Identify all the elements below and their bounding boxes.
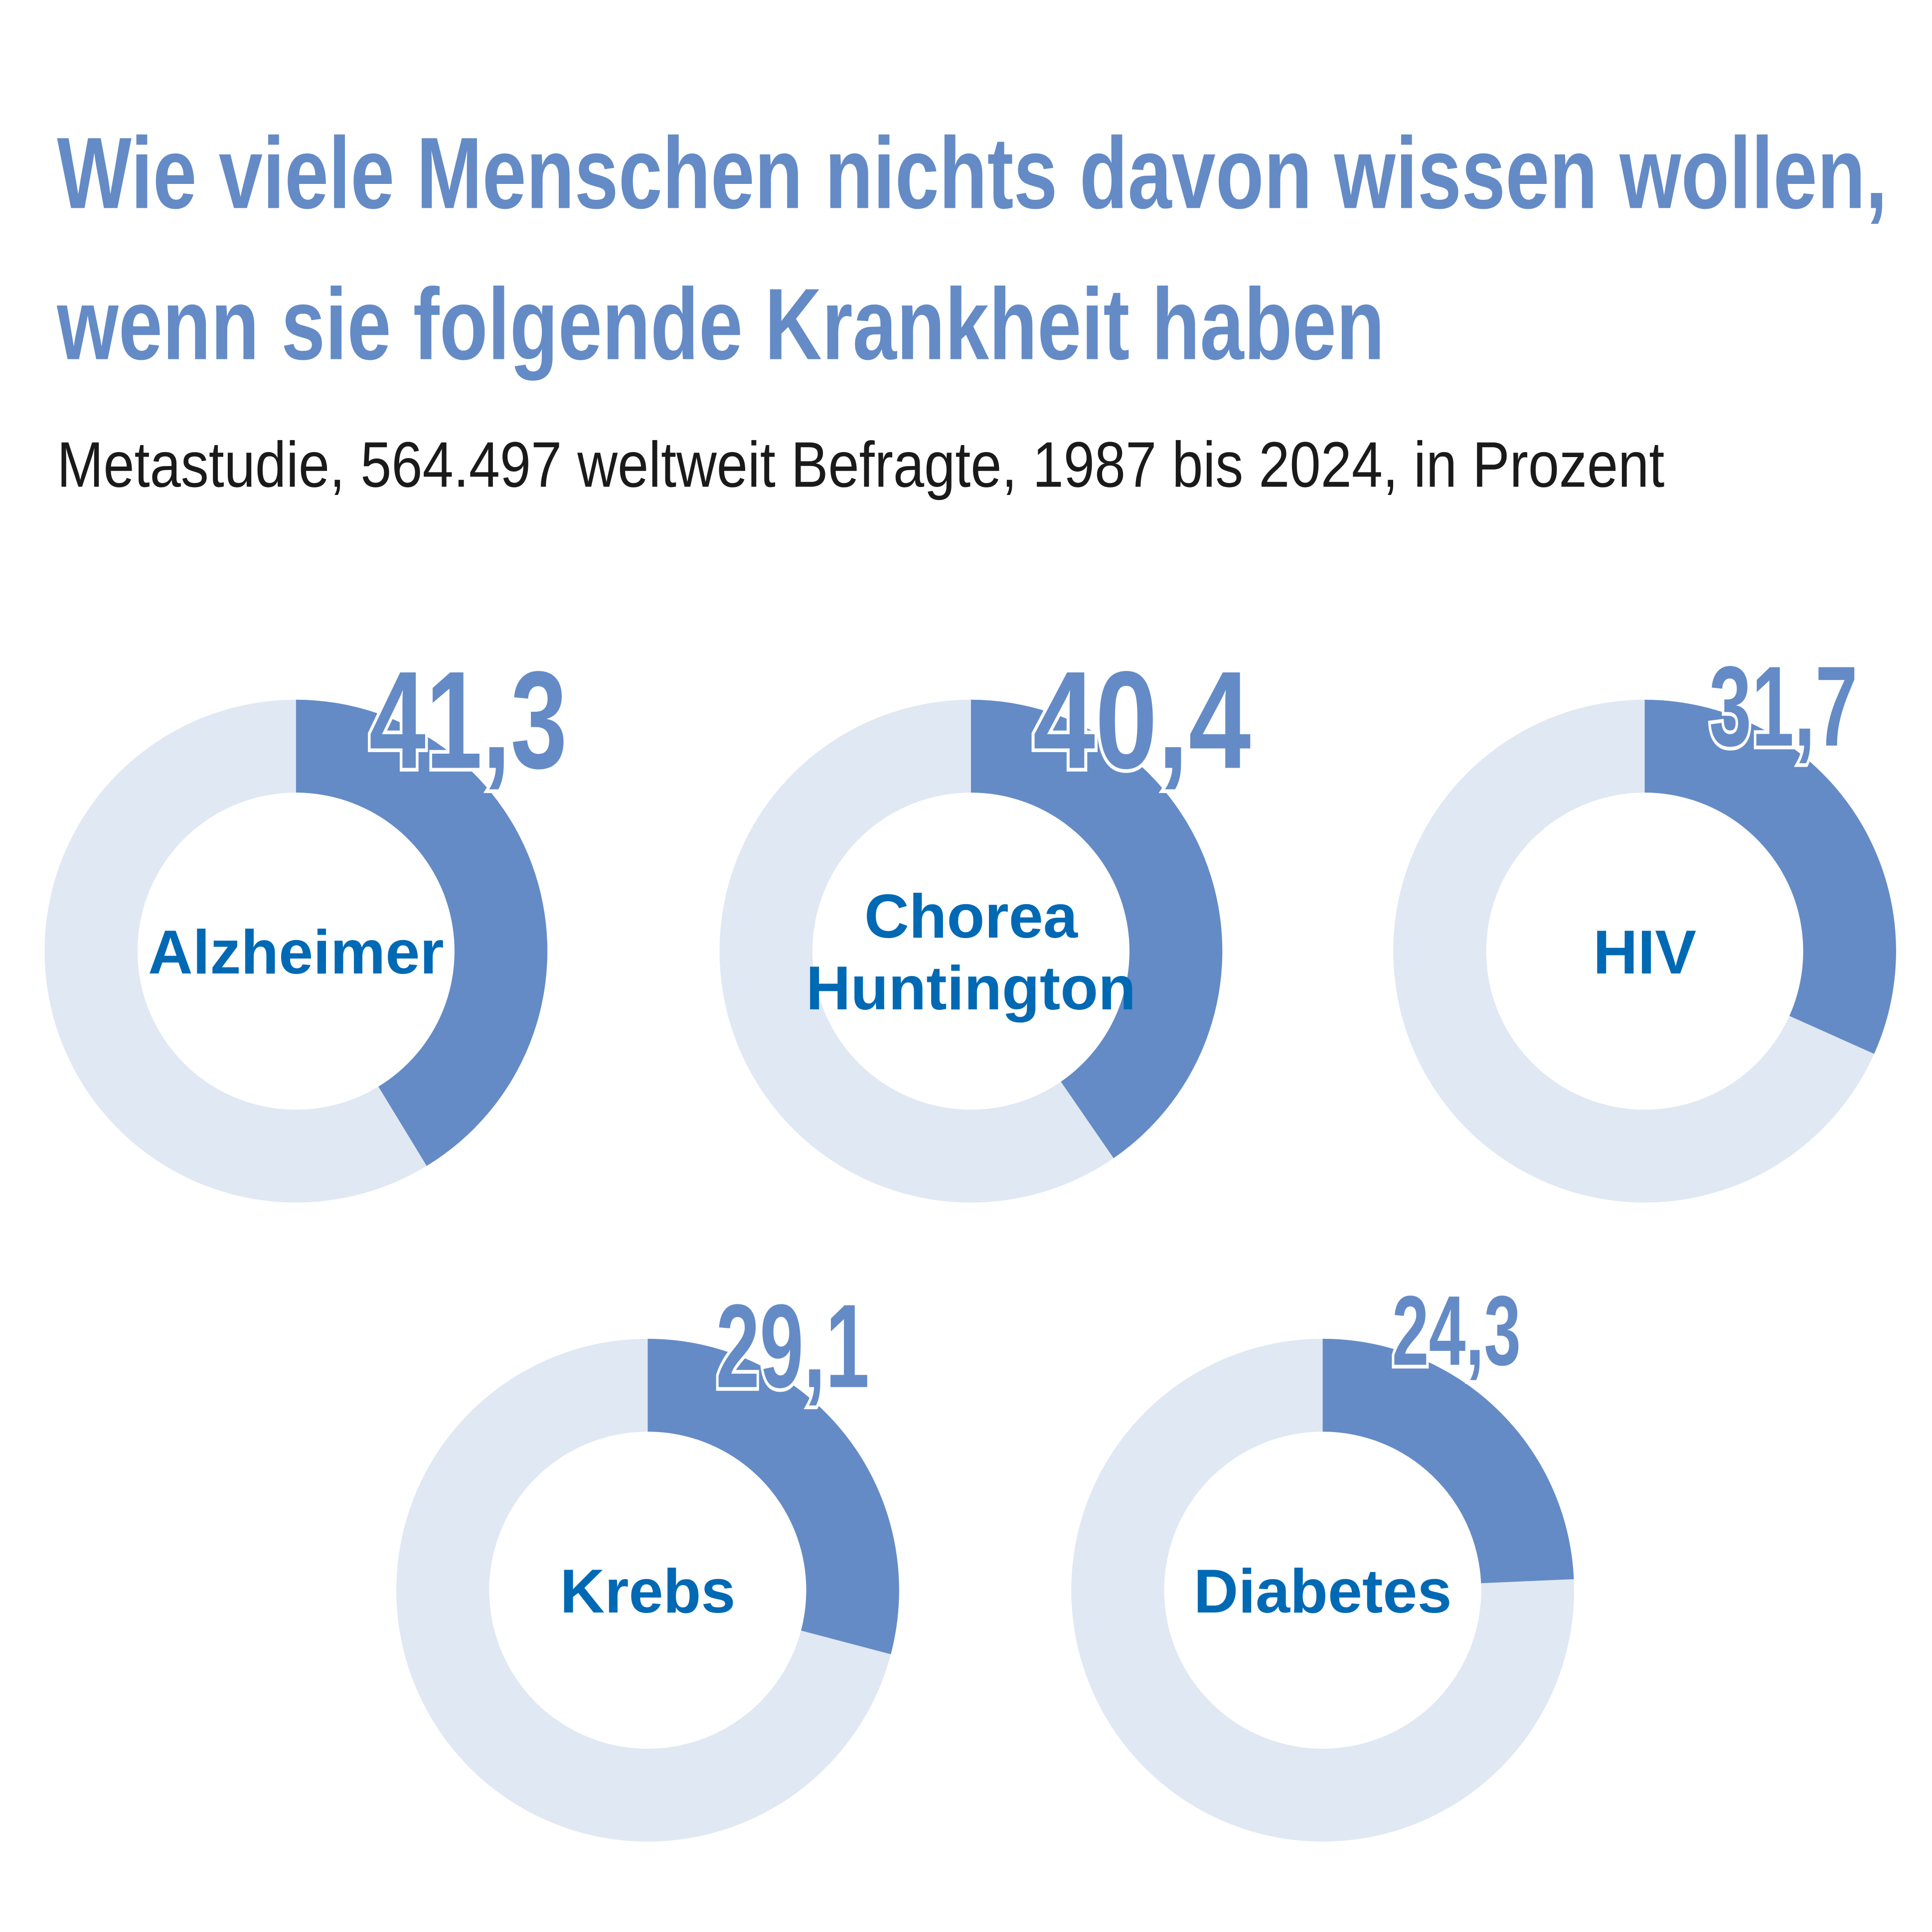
donut-category-label: Huntington (806, 954, 1136, 1023)
donut-value-segment (647, 1338, 899, 1654)
donut-value-label: 40,4 (1033, 642, 1252, 797)
donut-hiv: HIV 31,7 (1393, 639, 1896, 1203)
donut-diabetes: Diabetes 24,3 (1071, 1272, 1574, 1842)
donut-remainder-segment (396, 1338, 891, 1842)
donut-value-label: 41,3 (369, 642, 567, 797)
donut-category-label: Krebs (560, 1557, 735, 1626)
donut-value-label: 31,7 (1709, 643, 1858, 770)
donut-category-label: HIV (1593, 918, 1696, 987)
chart-subtitle: Metastudie, 564.497 weltweit Befragte, 1… (57, 429, 1664, 500)
donut-value-label: 24,3 (1392, 1276, 1521, 1386)
donut-value-label: 29,1 (716, 1280, 869, 1413)
chart-title-line-1: Wie viele Menschen nichts davon wissen w… (57, 117, 1887, 230)
donut-category-label: Diabetes (1194, 1557, 1452, 1626)
donut-value-segment (1644, 699, 1896, 1054)
donut-remainder-segment (44, 699, 427, 1203)
donut-remainder-segment (719, 699, 1114, 1203)
donut-remainder-segment (1393, 699, 1874, 1203)
donut-category-label: Alzheimer (148, 918, 444, 987)
donut-alzheimer: Alzheimer 41,3 (44, 639, 571, 1203)
chart-title-line-2: wenn sie folgende Krankheit haben (57, 268, 1385, 381)
donut-value-segment (1322, 1338, 1574, 1584)
donut-category-label: Chorea (864, 882, 1078, 951)
donut-value-segment (970, 699, 1223, 1158)
donut-value-segment (296, 699, 548, 1166)
donut-remainder-segment (1071, 1338, 1574, 1842)
donut-krebs: Krebs 29,1 (396, 1276, 899, 1842)
